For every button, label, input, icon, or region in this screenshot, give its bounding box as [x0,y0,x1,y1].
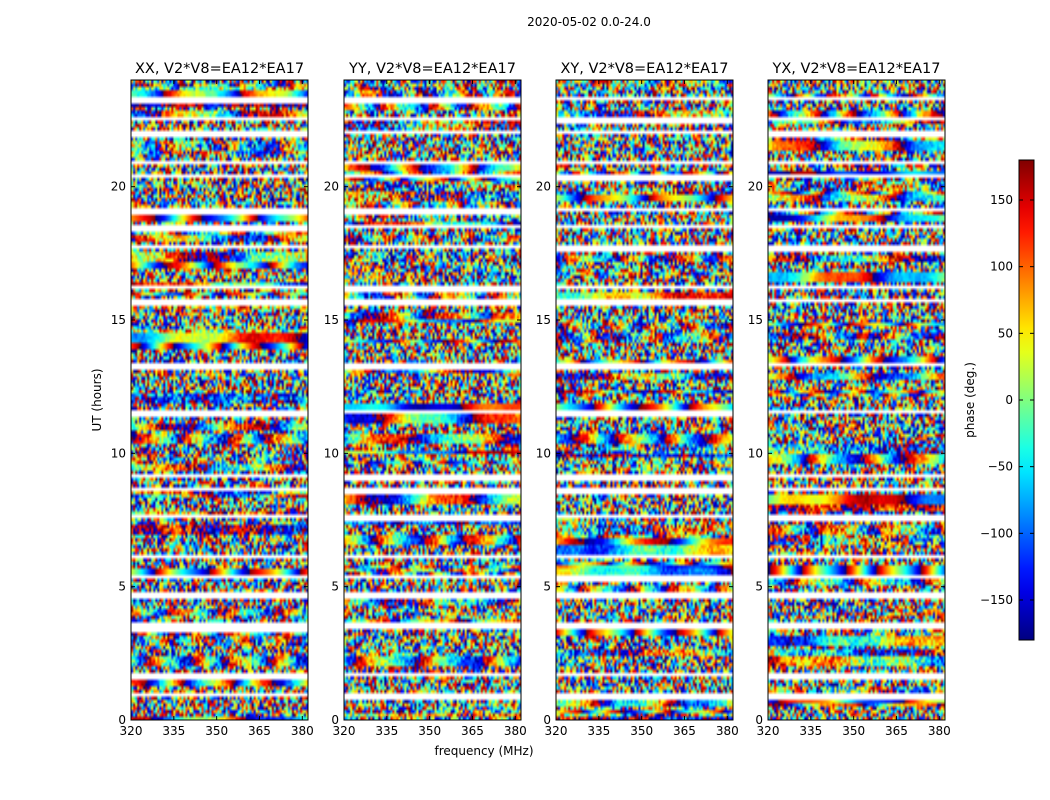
x-tick-label: 350 [842,724,865,738]
x-tick-label: 335 [375,724,398,738]
panel-title: XX, V2*V8=EA12*EA17 [135,61,304,77]
y-tick-label: 10 [748,446,763,460]
colorbar-tick-label: 100 [990,260,1013,274]
x-tick-label: 365 [461,724,484,738]
x-tick-label: 335 [799,724,822,738]
panel-yy: YY, V2*V8=EA12*EA17 320 335 350 365 380 0 5 10 15… [324,61,527,738]
panel-xy: XY, V2*V8=EA12*EA17 320 335 350 365 380 0 5 10 15… [536,61,739,738]
phase-heatmap-xy [556,80,733,720]
x-tick-label: 320 [333,724,356,738]
panel-yx: YX, V2*V8=EA12*EA17 320 335 350 365 380 0 5 10 15… [748,61,951,738]
y-tick-label: 20 [748,180,763,194]
colorbar-tick-label: −50 [988,460,1013,474]
panel-title: YX, V2*V8=EA12*EA17 [771,61,940,77]
y-tick-label: 20 [536,180,551,194]
y-axis-label: UT (hours) [90,368,104,431]
x-tick-label: 365 [885,724,908,738]
phase-heatmap-yx [768,80,945,720]
x-tick-label: 365 [248,724,271,738]
x-tick-label: 320 [545,724,568,738]
x-tick-label: 320 [120,724,143,738]
phase-heatmap-yy [344,80,521,720]
y-tick-label: 5 [755,580,763,594]
axes-frame [130,79,309,721]
colorbar-tick-label: 150 [990,193,1013,207]
x-tick-label: 350 [418,724,441,738]
x-tick-label: 320 [757,724,780,738]
y-tick-label: 20 [111,180,126,194]
panels: XX, V2*V8=EA12*EA17 320 335 350 365 380 0 5 10 15… [111,61,951,738]
y-tick-label: 15 [536,313,551,327]
y-tick-label: 0 [331,713,339,727]
figure-title: 2020-05-02 0.0-24.0 [527,15,651,29]
colorbar-tick-label: 0 [1005,393,1013,407]
x-axis-label: frequency (MHz) [434,744,533,758]
x-tick-label: 335 [162,724,185,738]
axes-frame [343,79,522,721]
axes-frame [555,79,734,721]
x-tick-label: 380 [504,724,527,738]
colorbar-tick-label: −100 [980,526,1013,540]
y-tick-label: 10 [324,446,339,460]
panel-title: XY, V2*V8=EA12*EA17 [560,61,728,77]
x-tick-label: 380 [716,724,739,738]
y-tick-label: 10 [536,446,551,460]
y-tick-label: 15 [111,313,126,327]
panel-xx: XX, V2*V8=EA12*EA17 320 335 350 365 380 0 5 10 15… [111,61,314,738]
y-tick-label: 5 [543,580,551,594]
x-tick-label: 380 [928,724,951,738]
y-tick-label: 5 [118,580,126,594]
x-tick-label: 380 [291,724,314,738]
phase-heatmap-xx [131,80,308,720]
colorbar-tick-label: −150 [980,593,1013,607]
colorbar: 150 100 50 0 −50 −100 −150 [980,159,1035,641]
y-tick-label: 5 [331,580,339,594]
y-tick-label: 15 [748,313,763,327]
y-tick-label: 10 [111,446,126,460]
x-tick-label: 350 [630,724,653,738]
y-tick-label: 0 [118,713,126,727]
y-tick-label: 0 [543,713,551,727]
axes-frame [767,79,946,721]
y-tick-label: 0 [755,713,763,727]
x-tick-label: 350 [205,724,228,738]
y-tick-label: 15 [324,313,339,327]
panel-title: YY, V2*V8=EA12*EA17 [348,61,516,77]
colorbar-tick-label: 50 [998,326,1013,340]
y-tick-label: 20 [324,180,339,194]
colorbar-label: phase (deg.) [963,362,977,438]
x-tick-label: 335 [587,724,610,738]
x-tick-label: 365 [673,724,696,738]
